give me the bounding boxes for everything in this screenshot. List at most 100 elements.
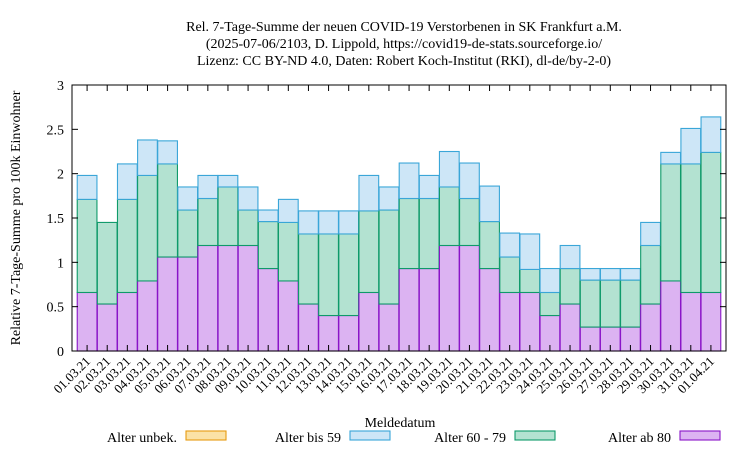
legend-swatch xyxy=(349,430,391,441)
y-tick-label: 0 xyxy=(57,345,64,360)
bar-03.03.21-series-0 xyxy=(116,291,138,352)
y-tick-label: 2 xyxy=(57,168,64,183)
bar-31.03.21-series-0 xyxy=(680,291,702,352)
bar-24.03.21-series-1 xyxy=(539,291,561,317)
bar-09.03.21-series-1 xyxy=(237,209,259,247)
bar-28.03.21-series-2 xyxy=(620,267,641,281)
bar-24.03.21-series-2 xyxy=(539,267,561,294)
bar-01.04.21-series-0 xyxy=(700,291,722,352)
bar-12.03.21-series-2 xyxy=(298,210,319,235)
bar-21.03.21-series-0 xyxy=(479,267,500,352)
bar-03.03.21-series-2 xyxy=(116,163,138,200)
bar-07.03.21-series-2 xyxy=(197,174,219,200)
bar-03.03.21-series-1 xyxy=(116,198,138,294)
plot-frame xyxy=(71,84,727,352)
bar-25.03.21-series-1 xyxy=(559,267,581,305)
bar-19.03.21-series-2 xyxy=(438,150,460,188)
bar-30.03.21-series-2 xyxy=(660,151,682,165)
bar-09.03.21-series-0 xyxy=(237,244,259,352)
bar-28.03.21-series-1 xyxy=(620,279,641,328)
bar-23.03.21-series-0 xyxy=(519,291,541,352)
bar-06.03.21-series-2 xyxy=(177,186,199,211)
bar-27.03.21-series-2 xyxy=(599,267,621,281)
bar-17.03.21-series-0 xyxy=(398,267,420,352)
bar-29.03.21-series-2 xyxy=(640,221,661,247)
bar-04.03.21-series-0 xyxy=(137,280,158,352)
bar-11.03.21-series-1 xyxy=(277,221,299,282)
legend-swatch xyxy=(514,430,556,441)
bar-20.03.21-series-1 xyxy=(459,197,480,247)
bar-15.03.21-series-0 xyxy=(358,291,380,352)
y-tick-label: 2.5 xyxy=(47,123,65,138)
bar-10.03.21-series-2 xyxy=(257,209,279,223)
bar-05.03.21-series-2 xyxy=(157,140,178,165)
bar-12.03.21-series-0 xyxy=(298,303,319,352)
bar-01.04.21-series-2 xyxy=(700,116,722,153)
bar-23.03.21-series-2 xyxy=(519,233,541,270)
bar-22.03.21-series-1 xyxy=(499,256,521,294)
bar-30.03.21-series-0 xyxy=(660,280,682,352)
legend: Alter unbek. Alter bis 59 Alter 60 - 79 Alt… xyxy=(107,430,721,446)
legend-swatch xyxy=(185,430,227,441)
bar-layer xyxy=(76,116,722,352)
title-line-1: Rel. 7-Tage-Summe der neuen COVID-19 Ver… xyxy=(186,20,622,35)
legend-label: Alter unbek. xyxy=(107,431,177,446)
bar-01.03.21-series-1 xyxy=(76,198,98,294)
bar-22.03.21-series-2 xyxy=(499,232,521,258)
bar-17.03.21-series-1 xyxy=(398,197,420,270)
y-axis-label: Relative 7-Tage-Summe pro 100k Einwohner xyxy=(9,90,24,345)
y-tick-label: 0.5 xyxy=(47,301,65,316)
bar-26.03.21-series-1 xyxy=(579,279,601,328)
bar-15.03.21-series-2 xyxy=(358,174,380,212)
bar-21.03.21-series-2 xyxy=(479,185,500,223)
bar-16.03.21-series-2 xyxy=(378,186,400,211)
legend-label: Alter ab 80 xyxy=(608,431,671,446)
bar-02.03.21-series-0 xyxy=(96,303,118,352)
bar-13.03.21-series-1 xyxy=(318,233,339,317)
bar-13.03.21-series-2 xyxy=(318,210,339,235)
bar-26.03.21-series-2 xyxy=(579,267,601,281)
legend-label: Alter bis 59 xyxy=(275,431,341,446)
bar-04.03.21-series-2 xyxy=(137,139,158,176)
bar-20.03.21-series-2 xyxy=(459,162,480,200)
bar-14.03.21-series-2 xyxy=(338,210,360,235)
bar-05.03.21-series-0 xyxy=(157,256,178,352)
bar-18.03.21-series-1 xyxy=(418,197,440,270)
bar-29.03.21-series-0 xyxy=(640,303,661,352)
bar-25.03.21-series-0 xyxy=(559,303,581,352)
bar-10.03.21-series-0 xyxy=(257,267,279,352)
bar-22.03.21-series-0 xyxy=(499,291,521,352)
bar-01.03.21-series-2 xyxy=(76,174,98,200)
bar-20.03.21-series-0 xyxy=(459,244,480,352)
bar-15.03.21-series-1 xyxy=(358,210,380,294)
bar-10.03.21-series-1 xyxy=(257,221,279,270)
bar-06.03.21-series-1 xyxy=(177,209,199,258)
bar-23.03.21-series-1 xyxy=(519,268,541,294)
bar-06.03.21-series-0 xyxy=(177,256,199,352)
bar-11.03.21-series-2 xyxy=(277,198,299,223)
bar-07.03.21-series-1 xyxy=(197,197,219,247)
bar-18.03.21-series-2 xyxy=(418,174,440,200)
bar-19.03.21-series-1 xyxy=(438,186,460,247)
bar-08.03.21-series-1 xyxy=(217,186,239,247)
bar-04.03.21-series-1 xyxy=(137,174,158,282)
chart-title: Rel. 7-Tage-Summe der neuen COVID-19 Ver… xyxy=(186,20,622,69)
bar-30.03.21-series-1 xyxy=(660,163,682,282)
bar-02.03.21-series-1 xyxy=(96,221,118,305)
bar-31.03.21-series-1 xyxy=(680,163,702,294)
y-tick-label: 1.5 xyxy=(47,212,65,227)
bar-08.03.21-series-0 xyxy=(217,244,239,352)
bar-19.03.21-series-0 xyxy=(438,244,460,352)
bar-16.03.21-series-0 xyxy=(378,303,400,352)
bar-09.03.21-series-2 xyxy=(237,186,259,211)
bar-01.04.21-series-1 xyxy=(700,151,722,294)
bar-01.03.21-series-0 xyxy=(76,291,98,352)
bar-12.03.21-series-1 xyxy=(298,233,319,305)
bar-05.03.21-series-1 xyxy=(157,163,178,258)
bar-14.03.21-series-1 xyxy=(338,233,360,317)
bar-11.03.21-series-0 xyxy=(277,280,299,352)
bar-08.03.21-series-2 xyxy=(217,174,239,188)
bar-07.03.21-series-0 xyxy=(197,244,219,352)
bar-21.03.21-series-1 xyxy=(479,221,500,270)
